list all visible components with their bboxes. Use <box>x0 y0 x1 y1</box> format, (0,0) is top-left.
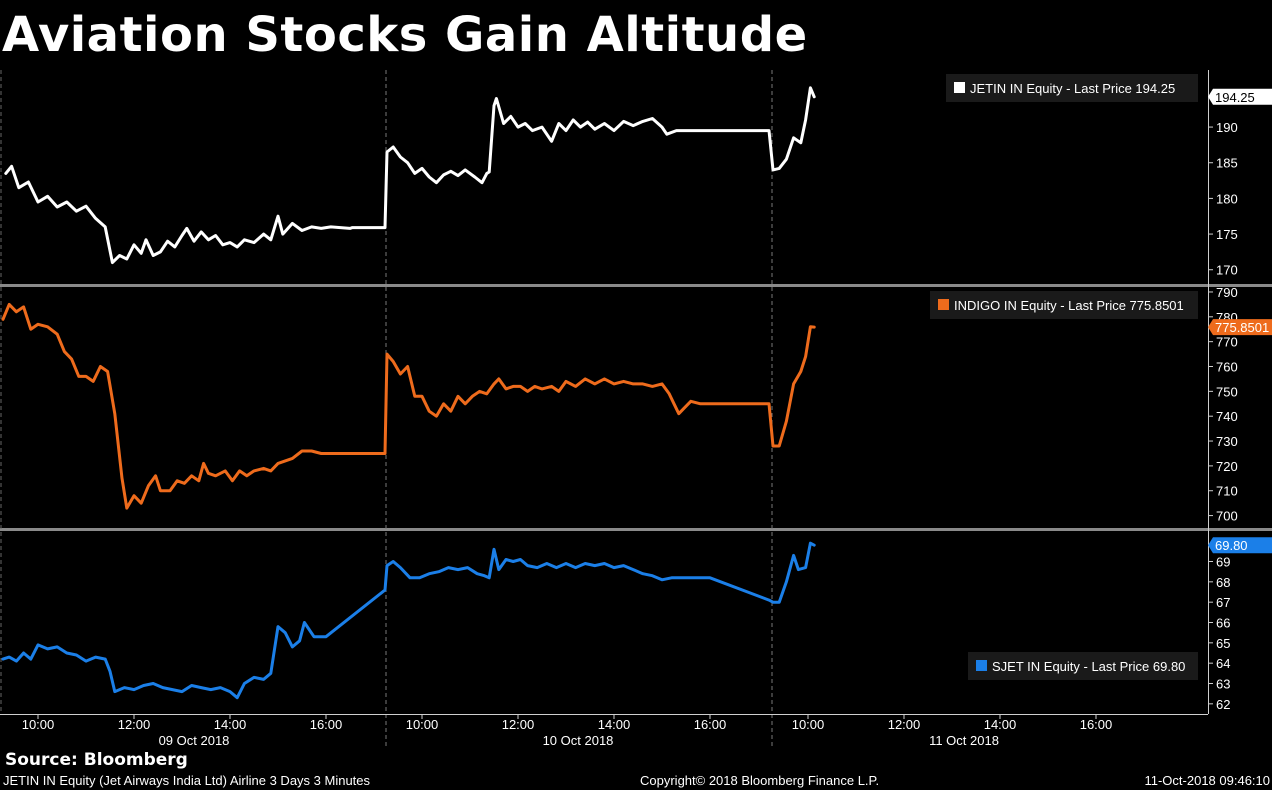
indigo-legend-swatch <box>938 299 949 310</box>
x-tick-label: 14:00 <box>598 717 631 732</box>
jetin-y-tick-label: 170 <box>1216 263 1238 278</box>
indigo-price-line <box>1 302 816 510</box>
indigo-legend-label: INDIGO IN Equity - Last Price 775.8501 <box>954 298 1184 313</box>
indigo-y-tick-label: 790 <box>1216 285 1238 300</box>
x-date-label: 10 Oct 2018 <box>543 733 614 748</box>
jetin-y-tick-label: 180 <box>1216 191 1238 206</box>
footer-copyright: Copyright© 2018 Bloomberg Finance L.P. <box>640 773 880 788</box>
sjet-y-tick-label: 66 <box>1216 616 1230 631</box>
x-tick-label: 12:00 <box>502 717 535 732</box>
x-tick-label: 10:00 <box>22 717 55 732</box>
jetin-y-tick-label: 175 <box>1216 227 1238 242</box>
chart-title: Aviation Stocks Gain Altitude <box>2 7 808 63</box>
sjet-y-tick-label: 62 <box>1216 697 1230 712</box>
sjet-y-tick-label: 69 <box>1216 555 1230 570</box>
x-tick-label: 10:00 <box>406 717 439 732</box>
sjet-legend-box <box>968 652 1198 680</box>
sjet-y-tick-label: 64 <box>1216 656 1230 671</box>
x-tick-label: 12:00 <box>888 717 921 732</box>
jetin-y-tick-label: 185 <box>1216 156 1238 171</box>
indigo-y-tick-label: 760 <box>1216 360 1238 375</box>
jetin-legend-label: JETIN IN Equity - Last Price 194.25 <box>970 81 1175 96</box>
indigo-y-tick-label: 750 <box>1216 384 1238 399</box>
x-date-label: 11 Oct 2018 <box>929 733 999 748</box>
indigo-y-tick-label: 740 <box>1216 409 1238 424</box>
sjet-y-tick-label: 68 <box>1216 575 1230 590</box>
indigo-y-tick-label: 770 <box>1216 335 1238 350</box>
x-tick-label: 16:00 <box>1080 717 1113 732</box>
jetin-last-price-tag <box>1208 88 1272 105</box>
x-tick-label: 16:00 <box>694 717 727 732</box>
sjet-y-tick-label: 65 <box>1216 636 1230 651</box>
footer-timestamp: 11-Oct-2018 09:46:10 <box>1144 773 1270 788</box>
indigo-y-tick-label: 700 <box>1216 509 1238 524</box>
jetin-legend-swatch <box>954 82 965 93</box>
indigo-last-price-label: 775.8501 <box>1215 320 1269 335</box>
jetin-legend-box <box>946 74 1198 102</box>
x-date-label: 09 Oct 2018 <box>159 733 230 748</box>
footer-security-description: JETIN IN Equity (Jet Airways India Ltd) … <box>3 773 371 788</box>
indigo-legend-box <box>930 291 1198 319</box>
indigo-last-price-tag <box>1208 319 1272 336</box>
x-tick-label: 12:00 <box>118 717 151 732</box>
sjet-legend-swatch <box>976 660 987 671</box>
x-tick-label: 16:00 <box>310 717 343 732</box>
indigo-y-tick-label: 730 <box>1216 434 1238 449</box>
jetin-price-line <box>4 86 816 265</box>
x-tick-label: 10:00 <box>792 717 825 732</box>
jetin-y-tick-label: 190 <box>1216 120 1238 135</box>
indigo-y-tick-label: 710 <box>1216 484 1238 499</box>
source-note: Source: Bloomberg <box>5 750 188 770</box>
jetin-last-price-label: 194.25 <box>1215 90 1255 105</box>
x-tick-label: 14:00 <box>214 717 247 732</box>
x-tick-label: 14:00 <box>984 717 1017 732</box>
sjet-y-tick-label: 67 <box>1216 595 1230 610</box>
sjet-last-price-label: 69.80 <box>1215 538 1248 553</box>
sjet-y-tick-label: 63 <box>1216 677 1230 692</box>
sjet-price-line <box>1 541 816 700</box>
sjet-last-price-tag <box>1208 537 1272 554</box>
indigo-y-tick-label: 720 <box>1216 459 1238 474</box>
sjet-legend-label: SJET IN Equity - Last Price 69.80 <box>992 659 1185 674</box>
